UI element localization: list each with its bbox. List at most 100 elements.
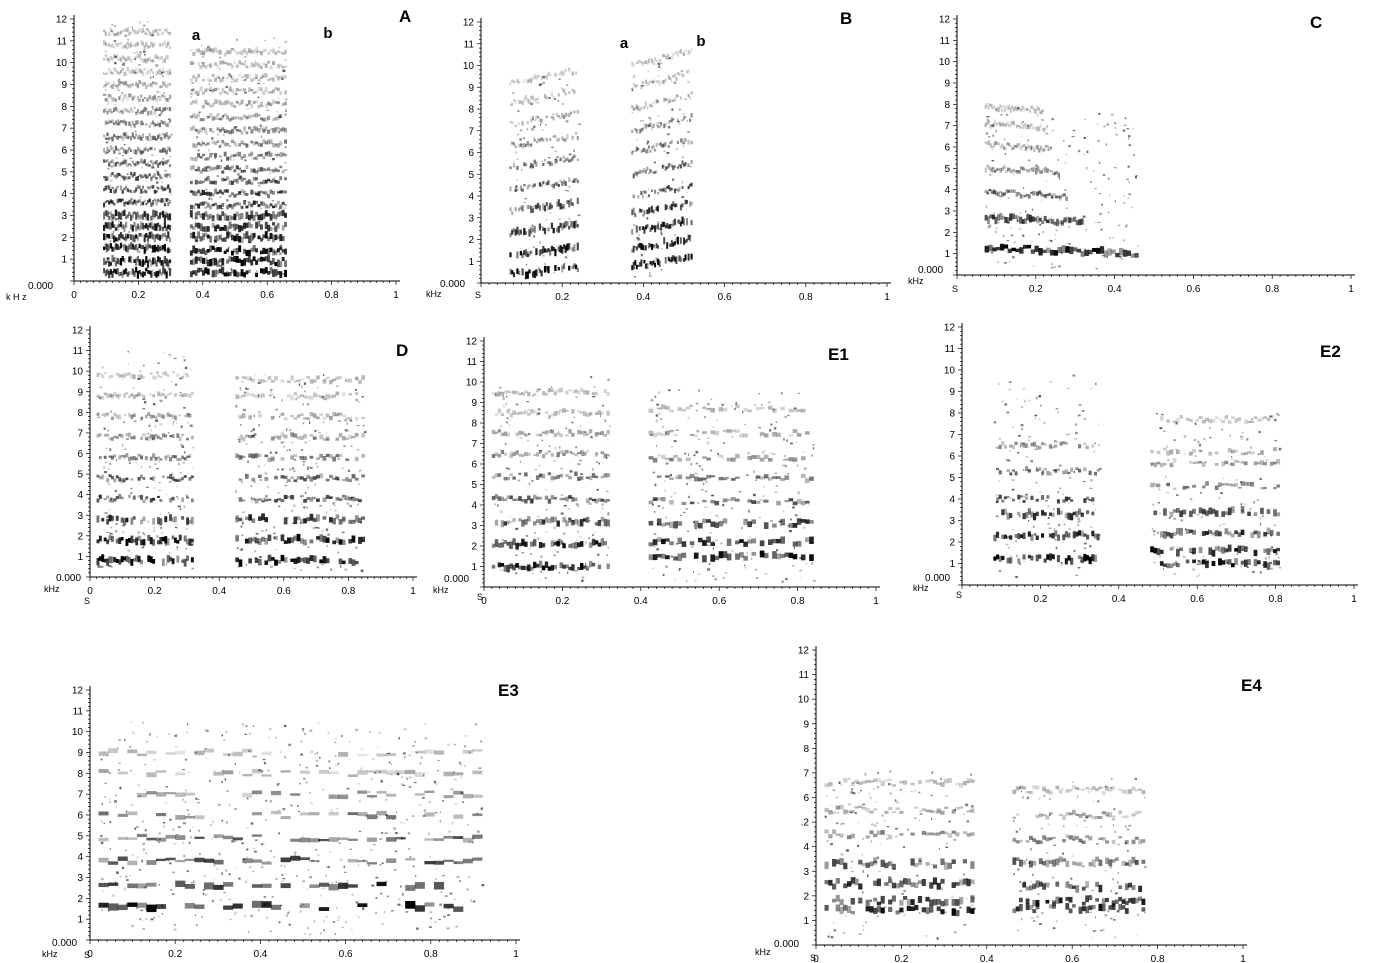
harmonic-segment — [221, 127, 225, 131]
harmonic-segment — [101, 374, 105, 378]
harmonic-segment — [199, 65, 203, 70]
noise-speck — [168, 432, 170, 434]
noise-speck — [257, 394, 260, 397]
harmonic-segment — [235, 152, 239, 157]
harmonic-segment — [272, 128, 275, 133]
noise-speck — [123, 421, 126, 424]
harmonic-segment — [681, 203, 684, 208]
noise-speck — [304, 492, 307, 494]
noise-speck — [327, 533, 330, 536]
harmonic-segment — [226, 215, 229, 221]
harmonic-segment — [153, 223, 156, 231]
harmonic-segment — [233, 141, 237, 145]
harmonic-segment — [562, 204, 566, 209]
noise-speck — [125, 541, 127, 543]
harmonic-segment — [523, 183, 526, 187]
noise-speck — [196, 36, 199, 39]
noise-speck — [155, 535, 159, 538]
harmonic-segment — [202, 213, 205, 220]
noise-speck — [262, 238, 264, 240]
harmonic-segment — [1076, 248, 1082, 253]
harmonic-segment — [153, 81, 156, 85]
harmonic-segment — [189, 49, 193, 52]
harmonic-segment — [535, 248, 538, 256]
harmonic-segment — [145, 233, 148, 238]
harmonic-segment — [540, 270, 543, 277]
harmonic-segment — [993, 170, 997, 173]
noise-speck — [134, 164, 138, 166]
noise-speck — [1058, 177, 1061, 180]
noise-speck — [124, 414, 126, 416]
noise-speck — [136, 161, 139, 163]
harmonic-segment — [600, 498, 604, 502]
harmonic-segment — [1068, 217, 1072, 224]
harmonic-segment — [199, 86, 203, 92]
noise-speck — [207, 45, 210, 48]
harmonic-segment — [257, 182, 261, 185]
noise-speck — [154, 424, 156, 428]
harmonic-segment — [143, 159, 146, 164]
harmonic-segment — [143, 271, 146, 276]
harmonic-segment — [150, 59, 153, 62]
harmonic-segment — [252, 77, 256, 81]
harmonic-segment — [125, 121, 128, 126]
noise-speck — [255, 536, 257, 539]
harmonic-segment — [585, 450, 590, 453]
noise-speck — [1065, 154, 1068, 156]
harmonic-segment — [116, 84, 119, 89]
noise-speck — [147, 245, 149, 248]
harmonic-segment — [542, 163, 545, 166]
harmonic-segment — [506, 564, 510, 573]
harmonic-segment — [231, 88, 234, 93]
harmonic-segment — [157, 215, 160, 220]
harmonic-segment — [543, 94, 547, 99]
noise-speck — [296, 562, 299, 564]
harmonic-segment — [131, 234, 134, 242]
harmonic-segment — [137, 535, 141, 541]
harmonic-segment — [1011, 105, 1014, 109]
harmonic-segment — [109, 145, 112, 150]
harmonic-segment — [252, 200, 256, 205]
harmonic-segment — [128, 189, 131, 193]
harmonic-segment — [233, 255, 237, 262]
harmonic-segment — [214, 141, 217, 146]
harmonic-segment — [494, 413, 499, 416]
harmonic-segment — [166, 393, 170, 396]
harmonic-segment — [103, 93, 106, 97]
noise-speck — [521, 552, 524, 554]
harmonic-segment — [594, 452, 599, 457]
harmonic-segment — [354, 515, 359, 523]
harmonic-segment — [652, 123, 655, 129]
harmonic-segment — [687, 139, 690, 145]
harmonic-segment — [512, 80, 516, 84]
harmonic-segment — [541, 454, 546, 459]
harmonic-segment — [248, 558, 252, 564]
noise-speck — [163, 92, 165, 94]
harmonic-segment — [568, 476, 572, 480]
harmonic-segment — [142, 395, 146, 400]
harmonic-segment — [603, 541, 607, 546]
harmonic-segment — [192, 231, 196, 239]
harmonic-segment — [111, 535, 114, 542]
harmonic-segment — [1036, 144, 1039, 150]
harmonic-segment — [157, 95, 160, 99]
harmonic-segment — [264, 203, 268, 209]
harmonic-segment — [516, 78, 519, 84]
harmonic-segment — [98, 455, 102, 460]
harmonic-segment — [131, 160, 134, 164]
harmonic-segment — [140, 417, 143, 421]
harmonic-segment — [523, 143, 526, 148]
noise-speck — [524, 198, 527, 200]
harmonic-segment — [345, 416, 349, 420]
harmonic-segment — [168, 164, 172, 167]
harmonic-segment — [128, 211, 131, 216]
harmonic-segment — [143, 234, 146, 243]
noise-speck — [300, 503, 303, 505]
noise-speck — [682, 156, 684, 159]
harmonic-segment — [108, 94, 111, 98]
noise-speck — [264, 73, 267, 75]
harmonic-segment — [221, 87, 225, 93]
harmonic-segment — [138, 80, 141, 84]
harmonic-segment — [192, 245, 196, 253]
noise-speck — [565, 120, 569, 123]
